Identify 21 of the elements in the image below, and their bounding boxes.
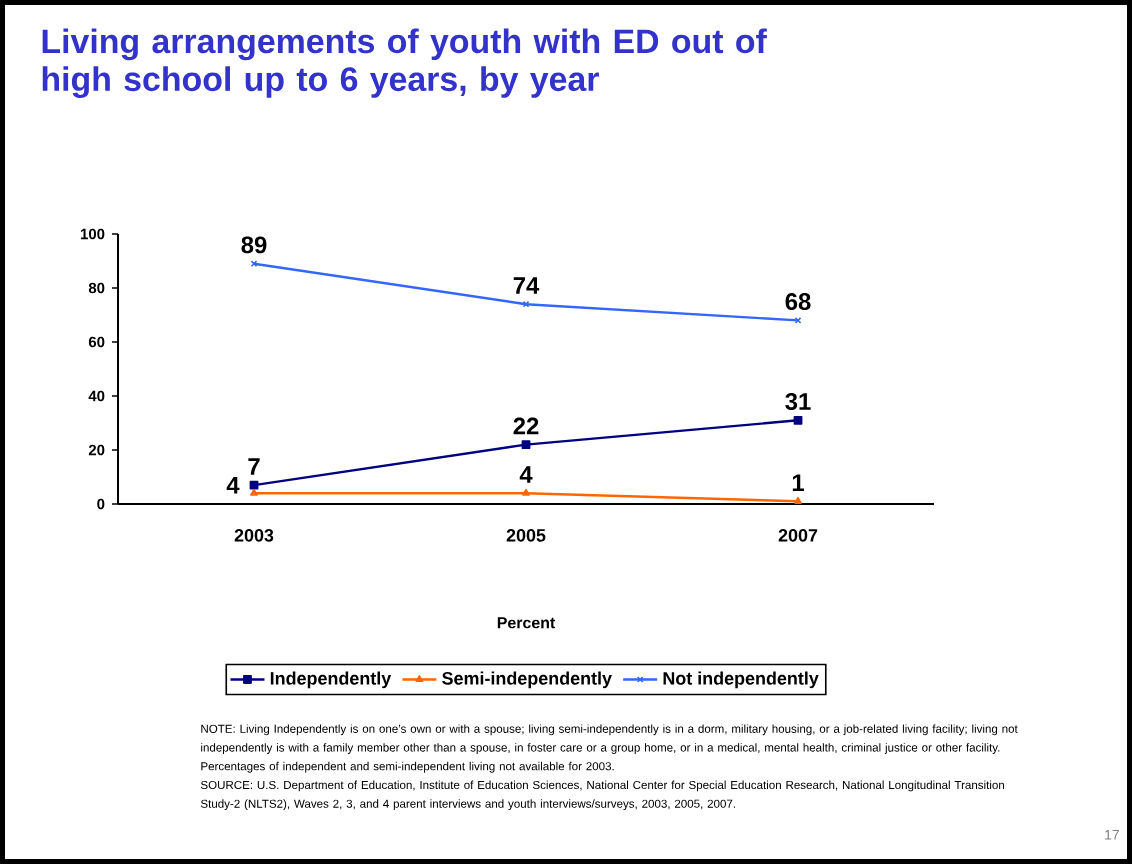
point xyxy=(793,415,803,425)
data-label: 31 xyxy=(785,392,811,410)
x-tick-label: 2003 xyxy=(234,529,274,542)
data-label: 4 xyxy=(226,476,240,494)
data-label: 74 xyxy=(513,277,540,294)
data-label: 22 xyxy=(513,417,539,435)
point xyxy=(250,488,258,496)
legend-label: Semi-independently xyxy=(442,671,612,689)
x-tick-label: 2005 xyxy=(506,529,546,542)
data-label: 68 xyxy=(785,293,811,310)
legend-label: Independently xyxy=(270,671,392,689)
point xyxy=(794,496,802,504)
data-label: 7 xyxy=(248,458,260,475)
data-label: 4 xyxy=(519,466,533,483)
data-label: 1 xyxy=(792,474,804,491)
data-label: 89 xyxy=(241,236,267,254)
legend-label: Not independently xyxy=(663,671,819,689)
x-tick-label: 2007 xyxy=(778,529,818,542)
chart-title: Living arrangements of youth with ED out of high school up to 6 years, by year xyxy=(42,28,767,98)
point xyxy=(521,440,531,449)
point xyxy=(522,488,530,496)
